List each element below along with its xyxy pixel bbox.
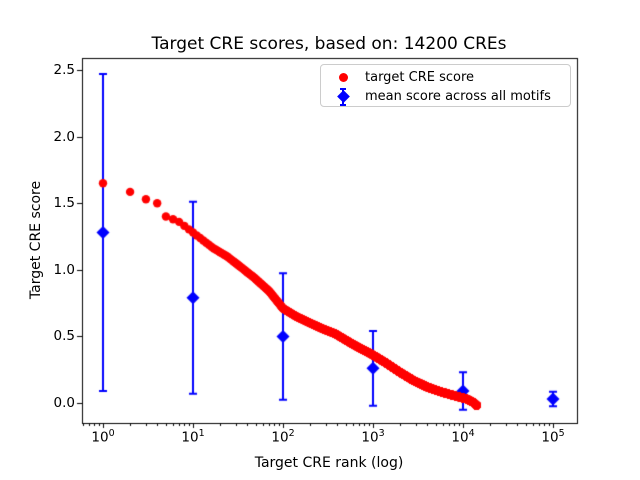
legend-label: target CRE score <box>365 70 475 85</box>
x-tick-label: 103 <box>361 428 385 446</box>
legend: target CRE score mean score across all m… <box>320 64 571 107</box>
y-axis-label: Target CRE score <box>28 180 44 300</box>
legend-label: mean score across all motifs <box>365 89 551 104</box>
y-tick-label: 2.5 <box>53 62 75 78</box>
x-tick-label: 101 <box>181 428 205 446</box>
y-tick-label: 1.0 <box>53 261 75 278</box>
y-tick-label: 0.5 <box>53 328 75 345</box>
legend-item-mean-score: mean score across all motifs <box>321 87 570 106</box>
y-tick-label: 1.5 <box>53 195 75 212</box>
x-tick-label: 102 <box>271 428 295 446</box>
x-tick-label: 100 <box>91 428 115 446</box>
y-tick-label: 0.0 <box>53 395 75 411</box>
red-circle-marker-icon <box>321 73 365 82</box>
x-tick-label: 105 <box>541 428 565 446</box>
y-tick-label: 2.0 <box>53 128 75 145</box>
blue-diamond-errorbar-marker-icon <box>321 87 365 106</box>
x-tick-label: 104 <box>451 428 475 446</box>
x-axis-label: Target CRE rank (log) <box>254 455 404 471</box>
chart-title: Target CRE scores, based on: 14200 CREs <box>151 34 507 54</box>
legend-item-target-cre-score: target CRE score <box>321 68 570 87</box>
